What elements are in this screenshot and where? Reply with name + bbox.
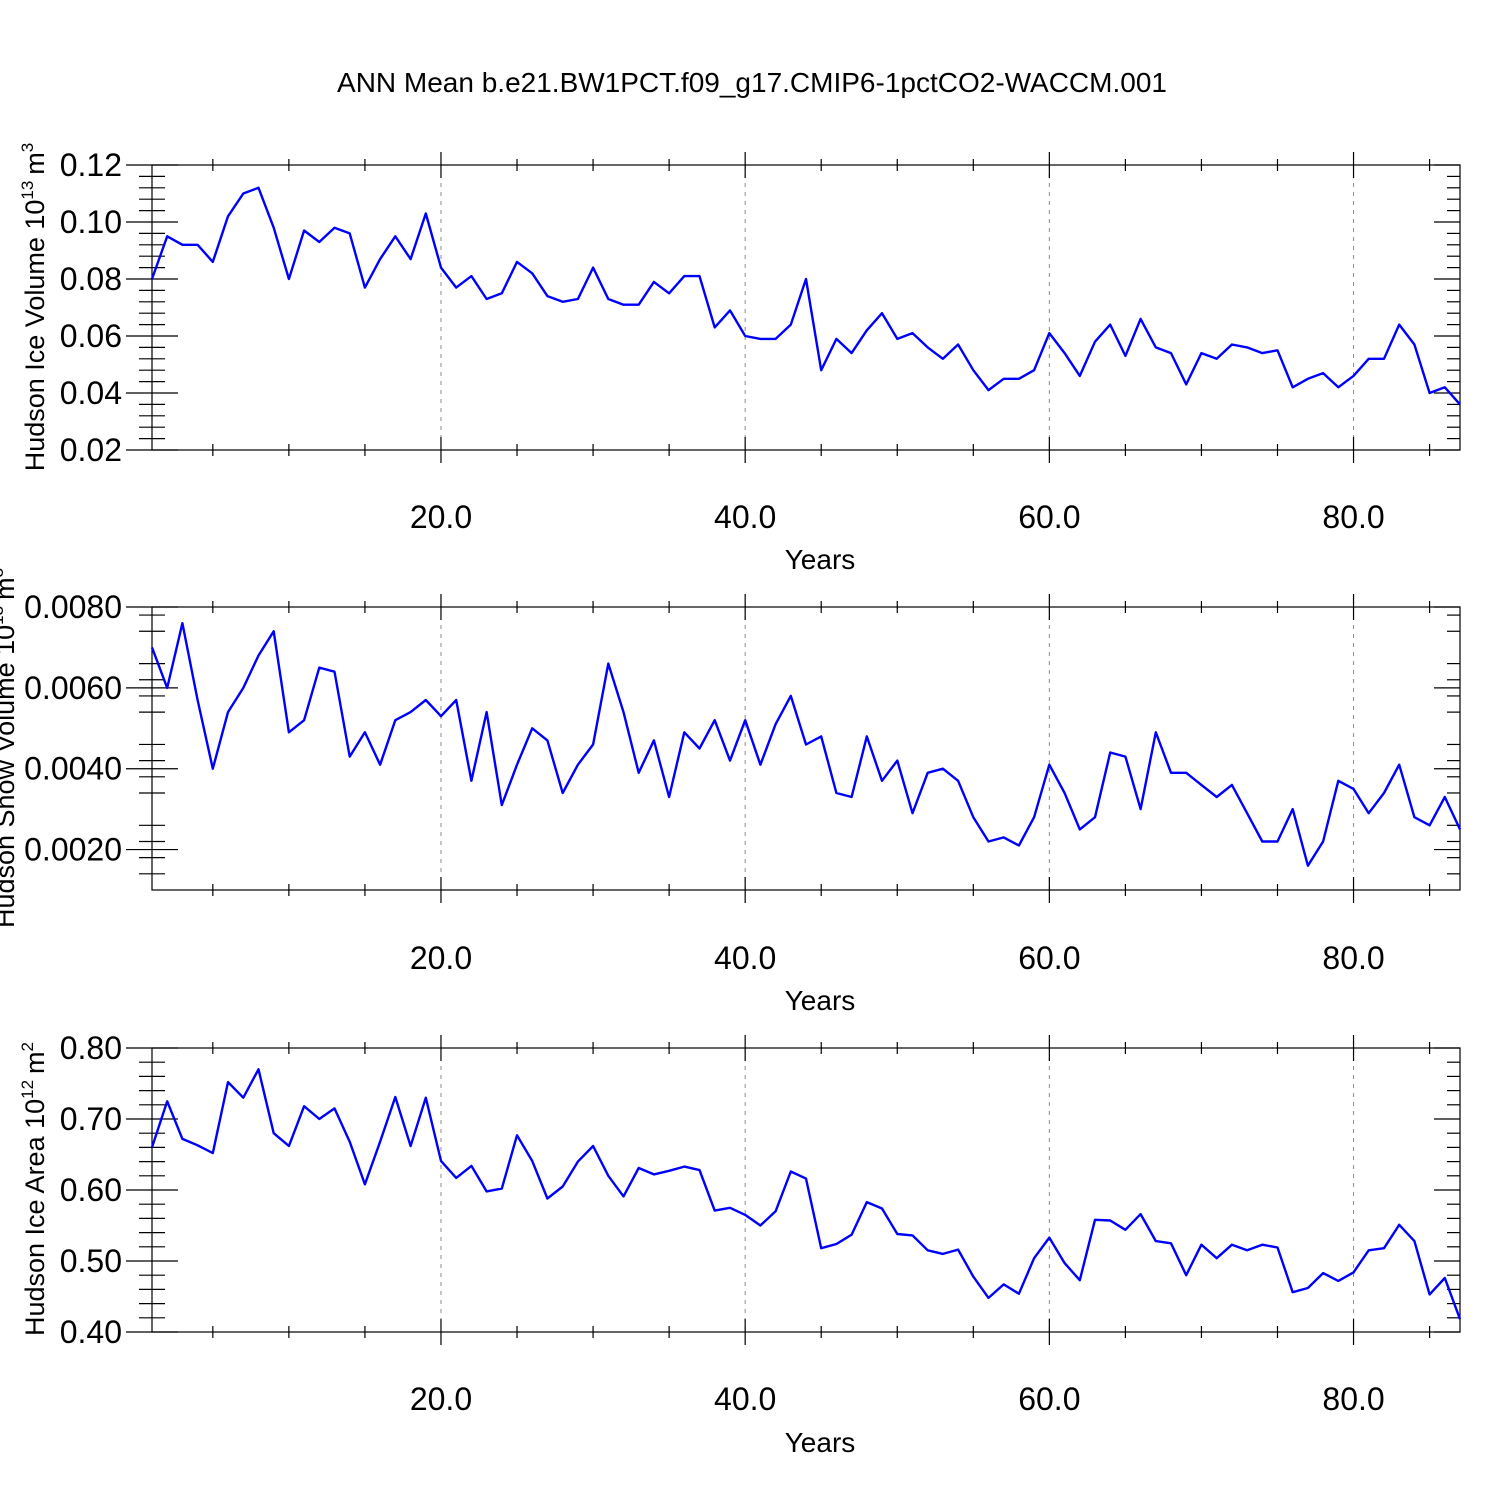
y-tick-label: 0.04: [60, 375, 122, 411]
x-tick-label: 20.0: [410, 1381, 472, 1417]
y-tick-label: 0.06: [60, 318, 122, 354]
panel-snow-volume: Hudson Snow Volume 1013m3 0.00200.00400.…: [0, 568, 1462, 1016]
series-line: [150, 186, 1461, 406]
plot-area-ice-volume: 0.02 0.04 0.06 0.08 0.10 0.12 20.0 40.0 60.0 80.0: [60, 147, 1461, 535]
ylabel-text: Hudson Snow Volume 10: [0, 625, 20, 928]
y-tick-label: 0.0020: [24, 832, 122, 868]
y-tick-label: 0.12: [60, 147, 122, 183]
y-tick-label: 0.0040: [24, 751, 122, 787]
ylabel-text: Hudson Ice Volume 10: [20, 200, 50, 472]
y-tick-label: 0.70: [60, 1101, 122, 1137]
y-tick-label: 0.10: [60, 204, 122, 240]
xlabel-ice-area: Years: [785, 1427, 856, 1458]
y-tick-label: 0.50: [60, 1243, 122, 1279]
plot-area-ice-area: 0.40 0.50 0.60 0.70 0.80 20.0 40.0 60.0 80.0: [60, 1030, 1462, 1417]
x-tick-label: 80.0: [1322, 1381, 1384, 1417]
x-tick-label: 80.0: [1322, 499, 1384, 535]
plot-area-snow-volume: 0.0020 0.0040 0.0060 0.0080 20.0 40.0 60.0 80.0: [24, 589, 1462, 976]
ylabel-unit-exponent: 3: [0, 568, 7, 577]
xlabel-ice-volume: Years: [785, 544, 856, 575]
ylabel-snow-volume: Hudson Snow Volume 1013 m3: [0, 568, 20, 928]
y-tick-label: 0.08: [60, 261, 122, 297]
x-tick-label: 40.0: [714, 499, 776, 535]
x-tick-label: 40.0: [714, 940, 776, 976]
y-tick-label: 0.0060: [24, 670, 122, 706]
x-tick-label: 20.0: [410, 499, 472, 535]
panel-ice-area: Hudson Ice Area 1012m2 0.400.500.600.700…: [18, 1030, 1462, 1458]
ylabel-ice-volume: Hudson Ice Volume 1013 m3: [18, 143, 50, 472]
y-tick-label: 0.60: [60, 1172, 122, 1208]
ylabel-text: Hudson Ice Area 10: [20, 1099, 50, 1336]
xlabel-snow-volume: Years: [785, 985, 856, 1016]
y-tick-label: 0.0080: [24, 589, 122, 625]
x-tick-label: 20.0: [410, 940, 472, 976]
x-tick-label: 80.0: [1322, 940, 1384, 976]
panel-ice-volume: Hudson Ice Volume 1013m3 0.020.040.060.0…: [18, 143, 1461, 575]
x-tick-label: 60.0: [1018, 499, 1080, 535]
x-tick-label: 60.0: [1018, 940, 1080, 976]
ylabel-unit: m: [0, 577, 20, 600]
ylabel-unit: m: [20, 1051, 50, 1074]
series-line: [150, 622, 1462, 867]
plot-frame: [151, 606, 1461, 891]
ylabel-ice-area: Hudson Ice Area 1012 m2: [18, 1042, 50, 1336]
ylabel-unit-exponent: 3: [18, 143, 37, 152]
y-tick-label: 0.80: [60, 1030, 122, 1066]
series-line: [150, 1068, 1462, 1320]
plot-frame: [151, 164, 1461, 451]
plot-frame: [151, 1047, 1461, 1333]
y-tick-label: 0.02: [60, 432, 122, 468]
figure-title: ANN Mean b.e21.BW1PCT.f09_g17.CMIP6-1pct…: [337, 67, 1167, 98]
y-tick-label: 0.40: [60, 1314, 122, 1350]
ylabel-exponent: 12: [18, 1080, 37, 1099]
ylabel-unit-exponent: 2: [18, 1042, 37, 1051]
x-tick-label: 60.0: [1018, 1381, 1080, 1417]
ylabel-exponent: 13: [0, 606, 7, 625]
ylabel-unit: m: [20, 152, 50, 175]
ylabel-exponent: 13: [18, 181, 37, 200]
x-tick-label: 40.0: [714, 1381, 776, 1417]
